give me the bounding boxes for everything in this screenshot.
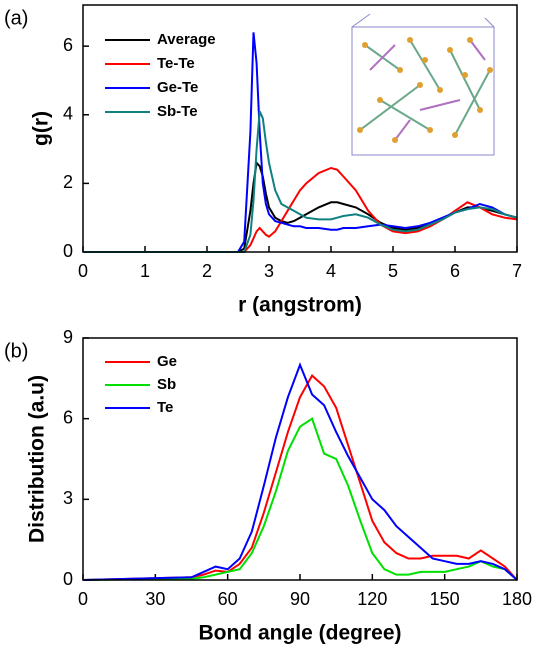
x-tick-label: 6 (450, 261, 460, 281)
x-tick-label: 7 (512, 261, 522, 281)
legend-label: Te-Te (157, 55, 195, 72)
x-tick-label: 3 (264, 261, 274, 281)
inset-structure (351, 13, 495, 156)
y-tick-label: 2 (63, 172, 73, 192)
x-tick-label: 5 (388, 261, 398, 281)
x-tick-label: 30 (145, 589, 165, 609)
panel-label: (a) (4, 7, 28, 29)
legend-label: Average (157, 31, 216, 48)
x-tick-label: 120 (357, 589, 387, 609)
y-tick-label: 6 (63, 35, 73, 55)
x-tick-label: 2 (202, 261, 212, 281)
legend-label: Sb-Te (157, 103, 198, 120)
x-tick-label: 1 (140, 261, 150, 281)
series-line (82, 362, 518, 581)
y-tick-label: 4 (63, 104, 73, 124)
x-tick-label: 4 (326, 261, 336, 281)
x-axis-label: Bond angle (degree) (198, 622, 401, 645)
y-tick-label: 0 (63, 569, 73, 589)
x-tick-label: 0 (78, 261, 88, 281)
legend-label: Ge-Te (157, 79, 198, 96)
y-axis-label: Distribution (a.u) (26, 375, 49, 543)
legend-label: Te (157, 399, 173, 416)
x-tick-label: 150 (430, 589, 460, 609)
x-tick-label: 90 (290, 589, 310, 609)
panel: (b) Bond angle (degree) Distribution (a.u)… (4, 327, 532, 645)
y-tick-label: 0 (63, 241, 73, 261)
series-line (82, 417, 518, 581)
series-line (83, 166, 518, 253)
y-tick-label: 3 (63, 488, 73, 508)
plot-frame (82, 337, 518, 581)
y-tick-label: 9 (63, 327, 73, 347)
series-line (83, 110, 518, 253)
x-tick-label: 60 (218, 589, 238, 609)
x-axis-label: r (angstrom) (238, 294, 362, 317)
x-tick-label: 0 (78, 589, 88, 609)
plot-frame (82, 4, 518, 253)
legend-label: Sb (157, 376, 176, 393)
series-line (82, 374, 518, 581)
panel-label: (b) (4, 340, 28, 362)
x-tick-label: 180 (502, 589, 532, 609)
y-tick-label: 6 (63, 407, 73, 427)
panel: (a) r (angstrom) g(r) 0 1 2 3 4 5 6 7 0 2 4 6 Average Te… (4, 4, 522, 317)
y-axis-label: g(r) (30, 111, 53, 146)
series-line (83, 160, 518, 253)
legend-label: Ge (157, 353, 177, 370)
